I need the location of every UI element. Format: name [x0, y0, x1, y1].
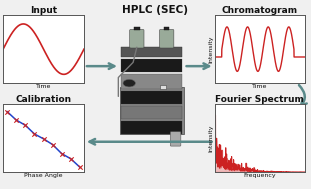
Y-axis label: Intensity: Intensity	[208, 35, 213, 63]
FancyBboxPatch shape	[170, 132, 181, 146]
FancyBboxPatch shape	[160, 85, 166, 89]
Point	[77, 166, 82, 169]
Point	[14, 119, 19, 122]
FancyBboxPatch shape	[130, 29, 144, 48]
Title: Input: Input	[30, 6, 57, 15]
FancyBboxPatch shape	[120, 87, 183, 134]
FancyBboxPatch shape	[121, 91, 182, 104]
X-axis label: Frequency: Frequency	[244, 173, 276, 178]
Point	[59, 152, 64, 155]
FancyBboxPatch shape	[121, 47, 182, 57]
X-axis label: Time: Time	[252, 84, 267, 89]
Title: Chromatogram: Chromatogram	[222, 6, 298, 15]
Circle shape	[123, 79, 135, 87]
Point	[32, 132, 37, 136]
FancyBboxPatch shape	[121, 74, 182, 89]
Text: HPLC (SEC): HPLC (SEC)	[123, 5, 188, 15]
Title: Fourier Spectrum: Fourier Spectrum	[215, 95, 304, 104]
Y-axis label: Intensity: Intensity	[208, 124, 213, 152]
Point	[50, 143, 55, 146]
Point	[23, 124, 28, 127]
FancyBboxPatch shape	[121, 106, 182, 119]
Title: Calibration: Calibration	[16, 95, 72, 104]
FancyBboxPatch shape	[164, 27, 169, 30]
FancyBboxPatch shape	[160, 29, 174, 48]
X-axis label: Phase Angle: Phase Angle	[24, 173, 63, 178]
Point	[41, 137, 46, 140]
FancyBboxPatch shape	[121, 59, 182, 72]
Y-axis label: Concentration: Concentration	[0, 27, 2, 71]
FancyBboxPatch shape	[121, 121, 182, 134]
Y-axis label: Molar Mass: Molar Mass	[0, 120, 2, 156]
Point	[68, 157, 73, 160]
X-axis label: Time: Time	[36, 84, 51, 89]
Point	[5, 110, 10, 113]
FancyBboxPatch shape	[134, 27, 140, 30]
